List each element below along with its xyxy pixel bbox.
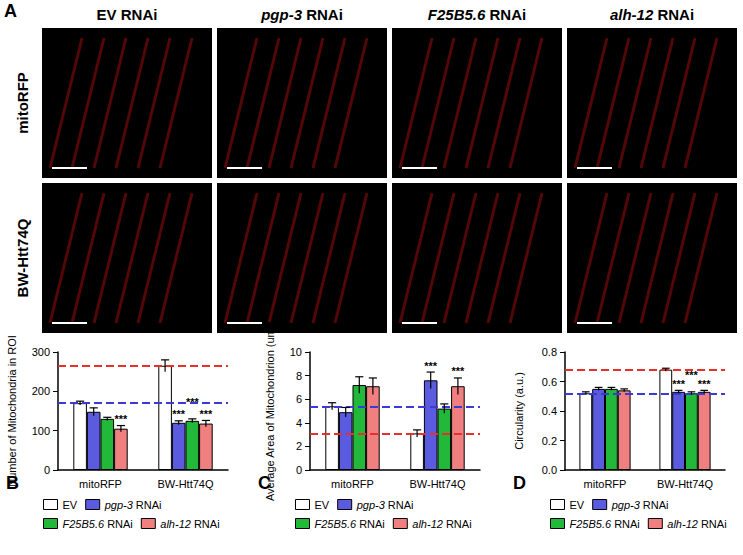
svg-text:***: *** [698,378,712,390]
svg-text:mitoRFP: mitoRFP [584,478,627,490]
svg-text:RNAi: RNAi [191,518,220,530]
svg-text:0: 0 [296,464,302,476]
svg-text:pgp-3: pgp-3 [260,6,302,23]
svg-text:0.0: 0.0 [542,464,557,476]
svg-text:pgp-3: pgp-3 [104,499,134,511]
svg-text:10: 10 [290,346,302,358]
svg-text:BW-Htt74Q: BW-Htt74Q [409,478,465,490]
svg-text:alh-12: alh-12 [412,518,443,530]
svg-text:F25B5.6: F25B5.6 [63,518,105,530]
svg-text:A: A [4,1,17,21]
svg-text:alh-12: alh-12 [667,518,698,530]
svg-text:***: *** [199,408,213,420]
svg-text:300: 300 [32,346,50,358]
svg-text:RNAi: RNAi [104,518,133,530]
svg-text:0.6: 0.6 [542,376,557,388]
svg-text:F25B5.6: F25B5.6 [570,518,612,530]
svg-text:alh-12: alh-12 [160,518,191,530]
svg-text:***: *** [424,360,438,372]
svg-text:***: *** [172,408,186,420]
svg-text:2: 2 [296,440,302,452]
svg-text:RNAi: RNAi [133,499,162,511]
svg-text:RNAi: RNAi [443,518,472,530]
svg-text:mitoRFP: mitoRFP [14,72,31,134]
svg-text:F25B5.6: F25B5.6 [315,518,357,530]
svg-text:0.2: 0.2 [542,435,557,447]
svg-text:RNAi: RNAi [485,6,526,23]
svg-text:Number of Mitochondria in ROI: Number of Mitochondria in ROI [6,335,18,487]
svg-text:Circularity (a.u.): Circularity (a.u.) [513,372,525,450]
svg-text:BW-Htt74Q: BW-Htt74Q [14,218,31,297]
svg-text:***: *** [672,378,686,390]
svg-text:EV: EV [570,499,585,511]
svg-text:100: 100 [32,425,50,437]
svg-text:***: *** [451,365,465,377]
svg-text:alh-12: alh-12 [610,6,654,23]
svg-text:RNAi: RNAi [698,518,727,530]
svg-text:0.8: 0.8 [542,346,557,358]
svg-text:pgp-3: pgp-3 [356,499,386,511]
svg-text:EV RNAi: EV RNAi [97,6,158,23]
svg-text:F25B5.6: F25B5.6 [428,6,486,23]
svg-text:0.4: 0.4 [542,405,557,417]
svg-text:Average Area of Mitochondrion: Average Area of Mitochondrion (um²) [264,321,276,501]
svg-text:mitoRFP: mitoRFP [331,478,374,490]
svg-text:mitoRFP: mitoRFP [79,478,122,490]
svg-text:***: *** [114,413,128,425]
svg-text:BW-Htt74Q: BW-Htt74Q [657,478,713,490]
svg-text:8: 8 [296,370,302,382]
svg-text:BW-Htt74Q: BW-Htt74Q [157,478,213,490]
svg-text:RNAi: RNAi [302,6,343,23]
svg-text:6: 6 [296,393,302,405]
svg-text:D: D [513,473,526,493]
svg-text:EV: EV [315,499,330,511]
svg-text:***: *** [186,396,200,408]
svg-text:pgp-3: pgp-3 [611,499,641,511]
svg-text:200: 200 [32,385,50,397]
svg-text:RNAi: RNAi [385,499,414,511]
svg-text:RNAi: RNAi [356,518,385,530]
svg-text:RNAi: RNAi [611,518,640,530]
svg-text:***: *** [685,369,699,381]
svg-text:RNAi: RNAi [640,499,669,511]
svg-text:0: 0 [44,464,50,476]
svg-text:RNAi: RNAi [653,6,694,23]
svg-text:4: 4 [296,417,302,429]
svg-text:EV: EV [63,499,78,511]
